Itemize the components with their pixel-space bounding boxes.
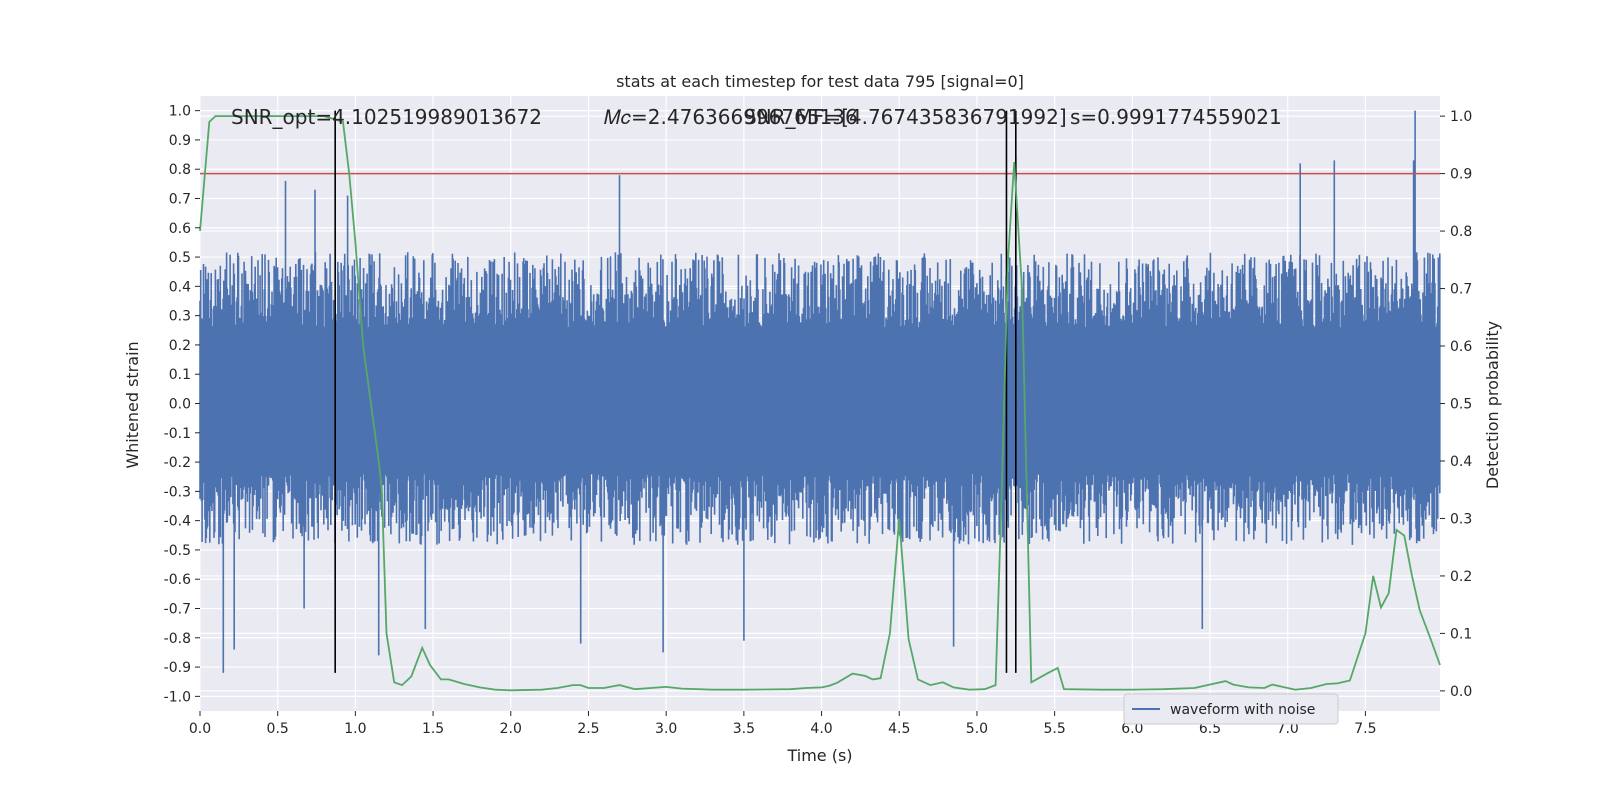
y-tick-label: -0.1 [164,426,191,442]
y-tick-label: -0.3 [164,484,191,500]
x-tick-label: 2.0 [500,721,522,737]
x-tick-label: 7.0 [1277,721,1299,737]
y2-ticks: 1.0 0.9 0.8 0.7 0.6 0.5 0.4 0.3 0.2 0.1 0.0 [1440,109,1472,700]
y-tick-label: 0.6 [169,221,191,237]
y-tick-label: 0.4 [169,279,191,295]
x-ticks: 0.0 0.5 1.0 1.5 2.0 2.5 3.0 3.5 4.0 4.5 5.0 5.5 6.0 6… [189,711,1377,737]
y-tick-label: -0.2 [164,455,191,471]
x-tick-label: 1.0 [344,721,366,737]
y-tick-label: -0.7 [164,602,191,618]
annotation-s: s=0.99917745590​21 [1070,105,1282,129]
y-tick-label: -0.8 [164,631,191,647]
y-tick-label: 0.5 [169,250,191,266]
y-tick-label: 1.0 [169,104,191,120]
y2-tick-label: 1.0 [1450,109,1472,125]
y2-tick-label: 0.5 [1450,397,1472,413]
y-tick-label: 0.3 [169,309,191,325]
legend: waveform with noise [1123,693,1339,725]
y-tick-label: -0.5 [164,543,191,559]
x-tick-label: 0.5 [267,721,289,737]
legend-label-waveform: waveform with noise [1170,702,1315,718]
x-tick-label: 3.0 [655,721,677,737]
x-tick-label: 4.5 [888,721,910,737]
y-tick-label: 0.8 [169,162,191,178]
detection-probability-line [199,115,1441,692]
x-tick-label: 2.5 [577,721,599,737]
x-tick-label: 5.0 [966,721,988,737]
y-tick-label: -0.6 [164,572,191,588]
annotation-snr-opt: SNR_opt=4.102519989013672 [231,105,542,129]
y2-tick-label: 0.0 [1450,684,1472,700]
annotation-snr-mf: SNR_MF=[4.767435836791992] [744,105,1067,129]
chart-title: stats at each timestep for test data 795… [616,72,1024,91]
x-tick-label: 0.0 [189,721,211,737]
x-tick-label: 6.5 [1199,721,1221,737]
y-tick-label: 0.7 [169,192,191,208]
x-tick-label: 6.0 [1121,721,1143,737]
y2-tick-label: 0.2 [1450,569,1472,585]
waveform-core-band [200,327,1440,474]
y-tick-label: -0.4 [164,514,191,530]
annotation-chirp-mass: 𝑀𝑐=2.476366996765136 [604,105,858,129]
y2-tick-label: 0.4 [1450,454,1472,470]
detection-probability-series [199,115,1441,692]
y-tick-label: 0.0 [169,397,191,413]
y2-tick-label: 0.3 [1450,511,1472,527]
x-tick-label: 3.5 [733,721,755,737]
y2-tick-label: 0.1 [1450,626,1472,642]
x-tick-label: 7.5 [1354,721,1376,737]
y2-tick-label: 0.6 [1450,339,1472,355]
y2-axis-label: Detection probability [1483,321,1502,489]
x-axis-label: Time (s) [786,746,852,765]
y2-tick-label: 0.8 [1450,224,1472,240]
y-axis-label: Whitened strain [123,341,142,468]
y-tick-label: 0.1 [169,367,191,383]
x-tick-label: 5.5 [1044,721,1066,737]
x-tick-label: 4.0 [810,721,832,737]
y-tick-label: 0.2 [169,338,191,354]
y2-tick-label: 0.7 [1450,282,1472,298]
y2-tick-label: 0.9 [1450,167,1472,183]
waveform-series [199,110,1441,673]
reference-lines [200,110,1440,673]
y-ticks: 1.0 0.9 0.8 0.7 0.6 0.5 0.4 0.3 0.2 0.1 0.0 -0.1 -0.… [164,104,200,705]
legend-box [1123,693,1339,725]
y-tick-label: -0.9 [164,660,191,676]
x-tick-label: 1.5 [422,721,444,737]
y-tick-label: 0.9 [169,133,191,149]
y-tick-label: -1.0 [164,689,191,705]
